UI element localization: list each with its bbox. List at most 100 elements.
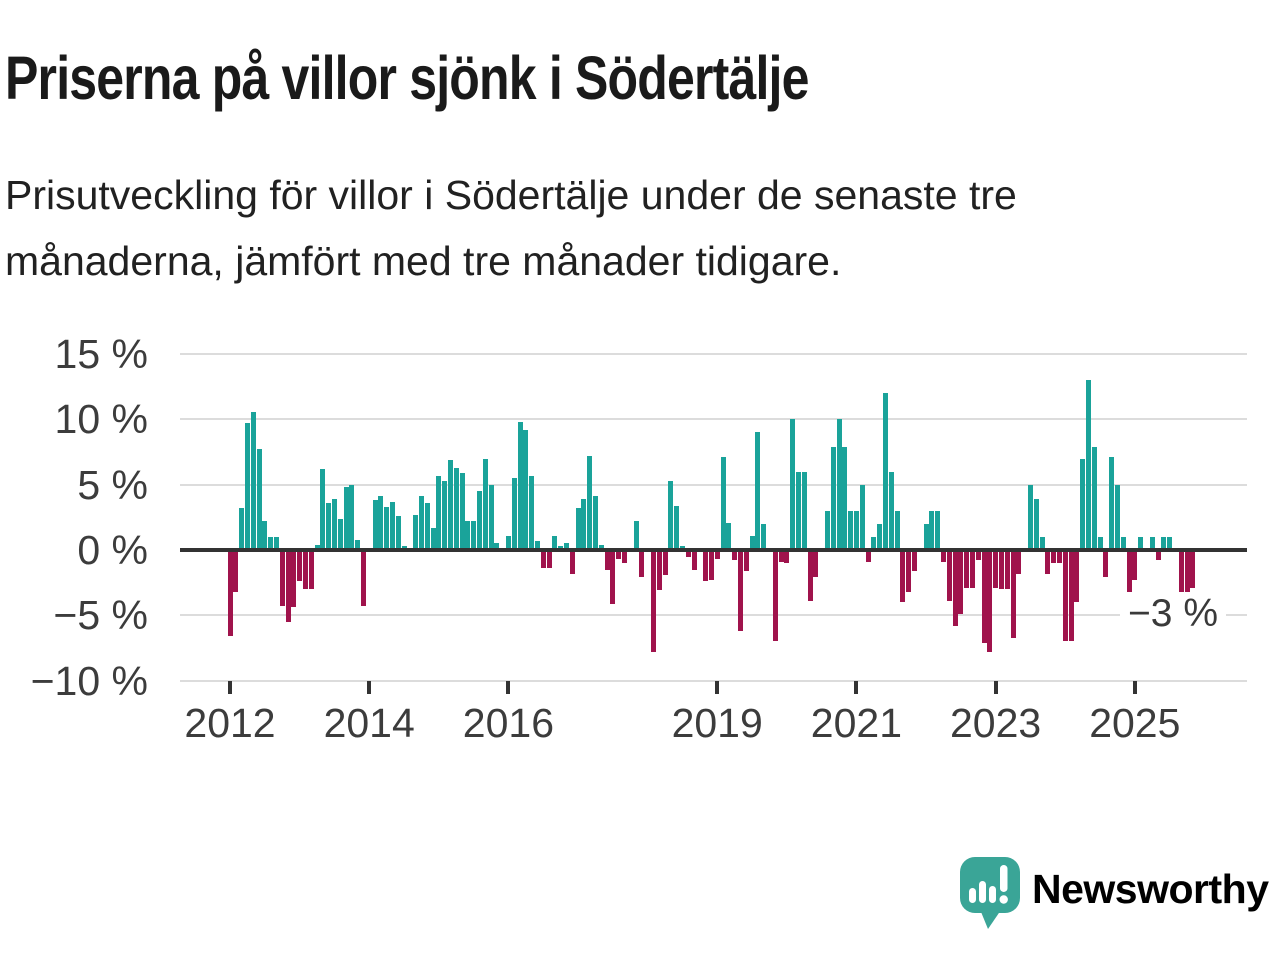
bar-positive: [1039, 536, 1045, 550]
bar-negative: [807, 550, 813, 601]
bar-positive: [337, 518, 343, 550]
bar-positive: [1161, 536, 1167, 550]
bar-positive: [424, 502, 430, 550]
bar-positive: [1080, 458, 1086, 550]
y-axis-label: 10 %: [54, 396, 148, 443]
bar-negative: [227, 550, 233, 637]
x-axis-tick: [993, 681, 998, 694]
bar-positive: [923, 523, 929, 550]
bar-negative: [1068, 550, 1074, 642]
bar-negative: [975, 550, 981, 561]
newsworthy-logo: Newsworthy: [958, 855, 1278, 945]
bar-positive: [529, 475, 535, 550]
bar-negative: [784, 550, 790, 564]
bar-positive: [436, 475, 442, 550]
bar-positive: [488, 484, 494, 550]
bar-positive: [726, 522, 732, 550]
bar-negative: [1190, 550, 1196, 588]
bar-positive: [244, 423, 250, 550]
bar-negative: [1062, 550, 1068, 642]
bar-positive: [453, 467, 459, 550]
bar-negative: [1004, 550, 1010, 590]
bar-negative: [865, 550, 871, 562]
bar-negative: [911, 550, 917, 571]
bar-negative: [981, 550, 987, 643]
bar-negative: [964, 550, 970, 588]
x-axis-year-label: 2019: [671, 700, 763, 746]
bar-positive: [598, 544, 604, 550]
bar-positive: [349, 484, 355, 550]
bar-positive: [343, 487, 349, 550]
bar-positive: [801, 471, 807, 550]
bar-negative: [772, 550, 778, 642]
bar-positive: [749, 535, 755, 550]
bar-positive: [1109, 457, 1115, 550]
bar-positive: [494, 543, 500, 550]
bar-positive: [761, 523, 767, 550]
bar-positive: [563, 543, 569, 550]
bar-positive: [552, 535, 558, 550]
bar-positive: [882, 393, 888, 550]
bar-negative: [308, 550, 314, 590]
bar-negative: [1103, 550, 1109, 578]
bar-positive: [534, 540, 540, 550]
bar-positive: [273, 536, 279, 550]
bar-negative: [540, 550, 546, 569]
newsworthy-logo-icon: [960, 857, 1020, 929]
bar-negative: [969, 550, 975, 588]
x-axis-year-label: 2016: [462, 700, 554, 746]
bar-negative: [1051, 550, 1057, 564]
bar-positive: [1091, 446, 1097, 550]
bar-positive: [824, 510, 830, 550]
bar-negative: [906, 550, 912, 592]
latest-value-annotation: −3 %: [1120, 592, 1226, 636]
bar-positive: [384, 506, 390, 550]
bar-positive: [877, 523, 883, 550]
bar-negative: [743, 550, 749, 571]
x-axis-year-label: 2025: [1089, 700, 1181, 746]
bar-positive: [523, 429, 529, 550]
bar-positive: [859, 484, 865, 550]
bar-negative: [952, 550, 958, 626]
bar-positive: [830, 446, 836, 550]
bar-positive: [413, 514, 419, 550]
bar-negative: [946, 550, 952, 601]
page-title: Priserna på villor sjönk i Södertälje: [5, 44, 809, 112]
bar-positive: [465, 521, 471, 550]
bar-positive: [447, 459, 453, 550]
bar-negative: [732, 550, 738, 561]
bar-negative: [813, 550, 819, 578]
bar-negative: [1045, 550, 1051, 574]
bar-negative: [621, 550, 627, 564]
bar-negative: [1132, 550, 1138, 581]
bar-negative: [291, 550, 297, 608]
x-axis-tick: [228, 681, 232, 694]
bar-positive: [250, 411, 256, 550]
bar-negative: [1016, 550, 1022, 574]
bar-negative: [1178, 550, 1184, 596]
bar-negative: [1126, 550, 1132, 601]
bar-positive: [459, 472, 465, 550]
x-axis-tick: [715, 681, 720, 694]
bar-negative: [708, 550, 714, 581]
bar-positive: [314, 544, 320, 550]
bar-positive: [378, 496, 384, 550]
bar-positive: [395, 516, 401, 550]
bar-negative: [285, 550, 291, 622]
bar-positive: [575, 508, 581, 550]
bar-positive: [256, 449, 262, 550]
grid-line: [180, 418, 1247, 421]
bar-negative: [297, 550, 303, 582]
bar-positive: [268, 536, 274, 550]
bar-positive: [842, 446, 848, 550]
bar-positive: [511, 478, 517, 550]
bar-positive: [1120, 536, 1126, 550]
bar-negative: [958, 550, 964, 614]
chart-subtitle: Prisutveckling för villor i Södertälje u…: [5, 172, 1017, 284]
bar-positive: [482, 458, 488, 550]
x-axis-tick: [1132, 681, 1137, 694]
bar-negative: [1155, 550, 1161, 561]
x-axis-year-label: 2012: [184, 700, 276, 746]
bar-negative: [714, 550, 720, 560]
